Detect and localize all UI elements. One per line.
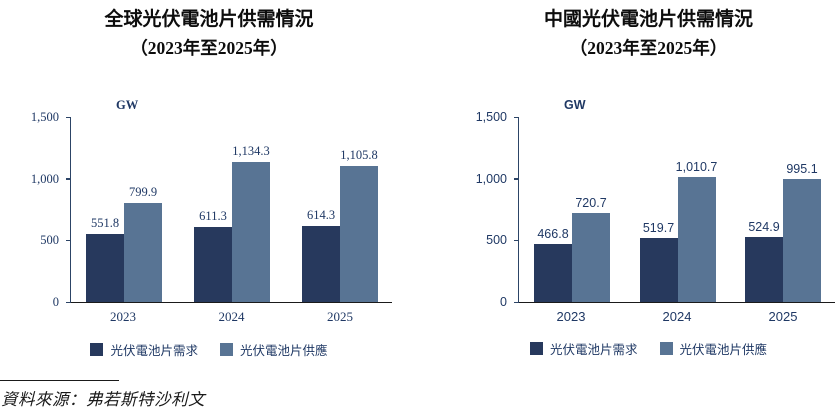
- y-axis-tick-mark: [514, 239, 519, 242]
- bar-value-label: 519.7: [642, 220, 675, 235]
- y-axis-unit-label: GW: [564, 98, 586, 112]
- bar-supply: 1,010.7: [676, 160, 717, 302]
- chart-subtitle: （2023年至2025年）: [130, 38, 288, 58]
- bar-value-label: 1,010.7: [675, 160, 718, 175]
- bar-group-2023: 466.8 720.7: [534, 196, 610, 302]
- y-axis-tick-mark: [66, 116, 71, 118]
- bar-supply: 1,134.3: [232, 144, 270, 302]
- bar-supply: 1,105.8: [340, 148, 378, 302]
- x-axis-year-label: 2023: [110, 309, 136, 324]
- y-axis-tick-mark: [66, 301, 71, 303]
- legend: 光伏電池片需求 光伏電池片供應: [10, 340, 408, 359]
- legend-item-demand: 光伏電池片需求: [90, 340, 198, 359]
- bar-demand: 611.3: [194, 209, 232, 302]
- y-axis-tick-label: 1,500: [475, 110, 507, 124]
- x-axis-year-label: 2025: [327, 309, 353, 324]
- legend-swatch: [529, 342, 543, 355]
- legend-label: 光伏電池片需求: [110, 344, 198, 358]
- bar-group-2023: 551.8 799.9: [86, 185, 162, 302]
- bar-value-label: 611.3: [199, 208, 227, 223]
- plot-area: 1,500 1,000 500 0 551.8 799.9 611.3 1,134.3 614.…: [31, 110, 392, 309]
- bar-value-label: 1,134.3: [232, 144, 270, 159]
- bar-supply: 995.1: [783, 162, 821, 302]
- legend-label: 光伏電池片供應: [679, 343, 768, 357]
- bar-value-label: 466.8: [537, 227, 569, 242]
- y-axis-tick-label: 1,000: [30, 171, 59, 186]
- legend-swatch: [659, 342, 673, 355]
- bar-groups: 551.8 799.9 611.3 1,134.3 614.3 1,105.8: [71, 117, 392, 302]
- bar-groups: 466.8 720.7 519.7 1,010.7 524.9 995.1: [519, 117, 835, 302]
- x-axis-year-label: 2025: [768, 309, 798, 324]
- plot-area: 1,500 1,000 500 0 466.8 720.7 519.7 1,010.7 524.…: [476, 110, 835, 309]
- y-axis-tick-label: 0: [52, 295, 59, 309]
- bar-group-2025: 614.3 1,105.8: [302, 148, 378, 302]
- chart-panel-china: 中國光伏電池片供需情況 （2023年至2025年） GW 1,500 1,000 5…: [458, 6, 839, 358]
- legend-label: 光伏電池片供應: [240, 344, 328, 358]
- bar-demand: 524.9: [745, 220, 783, 302]
- bar-value-label: 524.9: [748, 220, 780, 235]
- legend: 光伏電池片需求 光伏電池片供應: [458, 339, 839, 358]
- y-axis-tick-mark: [66, 239, 71, 242]
- x-axis-labels: 2023 2024 2025: [518, 309, 835, 324]
- y-axis-unit-label: GW: [116, 98, 139, 112]
- x-axis-year-label: 2024: [218, 309, 245, 324]
- bar-value-label: 614.3: [306, 208, 336, 223]
- y-axis-tick-mark: [514, 301, 519, 303]
- source-note: 資料來源：弗若斯特沙利文: [1, 390, 205, 409]
- y-axis-tick-mark: [514, 116, 519, 118]
- legend-item-demand: 光伏電池片需求: [529, 339, 638, 358]
- legend-item-supply: 光伏電池片供應: [220, 340, 328, 359]
- y-axis-tick-label: 1,500: [30, 110, 59, 124]
- legend-swatch: [220, 343, 233, 356]
- y-axis-tick-label: 0: [500, 295, 507, 309]
- legend-label: 光伏電池片需求: [549, 343, 638, 357]
- y-axis-tick-label: 500: [40, 233, 59, 248]
- y-axis-tick-mark: [66, 178, 71, 180]
- legend-item-supply: 光伏電池片供應: [659, 339, 768, 358]
- chart-title: 中國光伏電池片供需情況: [543, 9, 753, 30]
- bar-group-2025: 524.9 995.1: [745, 162, 821, 302]
- x-axis-year-label: 2023: [556, 309, 586, 324]
- bar-value-label: 551.8: [90, 215, 120, 230]
- bar-demand: 614.3: [302, 208, 340, 302]
- chart-title: 全球光伏電池片供需情況: [104, 9, 314, 30]
- y-axis-tick-label: 500: [486, 233, 507, 248]
- bar-value-label: 799.9: [128, 185, 158, 200]
- chart-panel-global: 全球光伏電池片供需情況 （2023年至2025年） GW 1,500 1,000 5…: [10, 6, 408, 359]
- bar-value-label: 995.1: [786, 162, 818, 177]
- bar-value-label: 1,105.8: [340, 147, 378, 162]
- bar-demand: 519.7: [639, 221, 678, 302]
- footer-divider: [0, 380, 119, 381]
- bar-demand: 466.8: [534, 227, 572, 302]
- bar-demand: 551.8: [86, 216, 124, 302]
- y-axis-tick-mark: [514, 178, 519, 180]
- bar-supply: 720.7: [572, 196, 610, 302]
- bar-value-label: 720.7: [575, 196, 607, 211]
- bar-group-2024: 519.7 1,010.7: [639, 160, 717, 302]
- bar-supply: 799.9: [124, 185, 162, 302]
- y-axis-tick-label: 1,000: [475, 171, 507, 186]
- legend-swatch: [90, 343, 104, 356]
- x-axis-labels: 2023 2024 2025: [70, 309, 392, 325]
- x-axis-year-label: 2024: [662, 309, 692, 324]
- bar-group-2024: 611.3 1,134.3: [194, 144, 270, 302]
- chart-subtitle: （2023年至2025年）: [569, 38, 728, 58]
